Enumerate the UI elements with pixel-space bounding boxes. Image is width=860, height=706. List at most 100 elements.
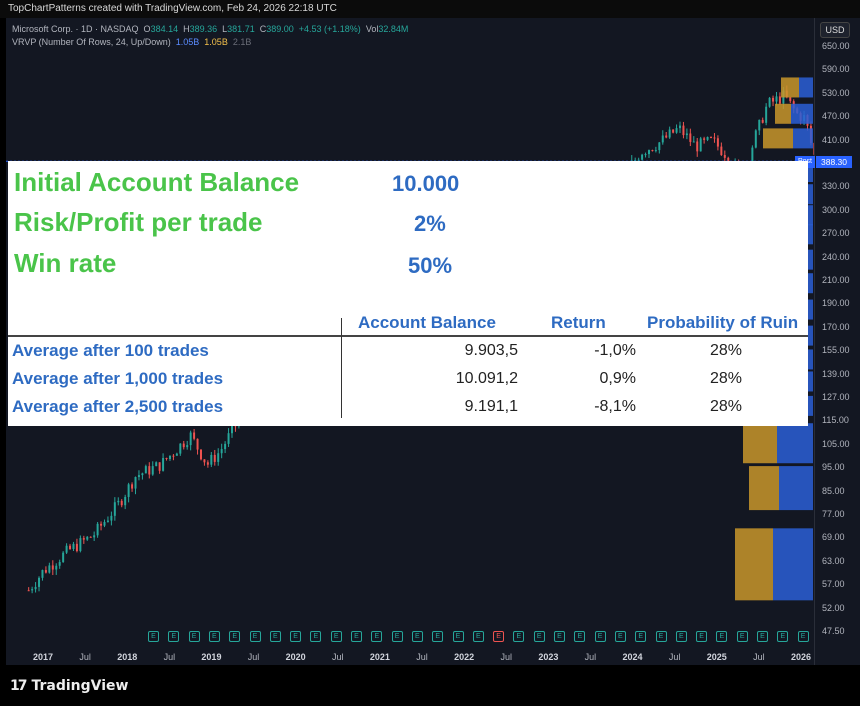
- candle-body: [710, 137, 713, 139]
- candle-body: [227, 433, 230, 444]
- earnings-marker-icon[interactable]: E: [635, 631, 647, 642]
- vrvp-name[interactable]: VRVP (Number Of Rows, 24, Up/Down): [12, 37, 171, 47]
- earnings-marker-icon[interactable]: E: [533, 631, 545, 642]
- candle-body: [231, 424, 234, 434]
- earnings-marker-icon[interactable]: E: [675, 631, 687, 642]
- candle-body: [41, 570, 44, 578]
- earnings-marker-icon[interactable]: E: [513, 631, 525, 642]
- earnings-marker-icon[interactable]: E: [574, 631, 586, 642]
- balance-1000: 10.091,2: [455, 370, 518, 387]
- time-tick: 2023: [538, 652, 559, 662]
- earnings-marker-icon[interactable]: E: [655, 631, 667, 642]
- header-probability-of-ruin: Probability of Ruin: [647, 313, 799, 332]
- candle-body: [148, 466, 151, 475]
- earnings-marker-icon[interactable]: E: [290, 631, 302, 642]
- volume-profile-down-bar: [781, 77, 799, 98]
- tradingview-logo[interactable]: 17 TradingView: [10, 678, 129, 694]
- candle-body: [647, 150, 650, 155]
- earnings-marker-icon[interactable]: E: [696, 631, 708, 642]
- volume-profile-up-bar: [793, 128, 813, 149]
- earnings-marker-icon[interactable]: E: [330, 631, 342, 642]
- candle-body: [634, 160, 637, 162]
- earnings-marker-icon[interactable]: E: [168, 631, 180, 642]
- earnings-marker-icon[interactable]: E: [736, 631, 748, 642]
- price-tick: 47.50: [822, 626, 845, 636]
- earnings-marker-icon[interactable]: E: [472, 631, 484, 642]
- earnings-marker-icon[interactable]: E: [757, 631, 768, 642]
- return-100: -1,0%: [594, 342, 636, 359]
- open-value: 384.14: [150, 24, 179, 34]
- candle-body: [120, 500, 123, 506]
- low-value: 381.71: [227, 24, 255, 34]
- vrvp-legend[interactable]: VRVP (Number Of Rows, 24, Up/Down) 1.05B…: [12, 37, 251, 47]
- earnings-marker-icon[interactable]: E: [452, 631, 464, 642]
- price-tick: 300.00: [822, 204, 850, 215]
- candle-body: [86, 536, 89, 540]
- vrvp-up-volume: 1.05B: [175, 37, 200, 47]
- candle-body: [696, 141, 699, 152]
- earnings-marker-icon[interactable]: E: [614, 631, 626, 642]
- candle-body: [727, 157, 730, 164]
- candle-body: [789, 97, 792, 102]
- candle-body: [706, 137, 709, 140]
- candle-body: [75, 543, 78, 552]
- table-divider: [8, 335, 808, 337]
- earnings-marker-icon[interactable]: E: [411, 631, 423, 642]
- price-tick: 77.00: [822, 509, 845, 519]
- price-tick: 139.00: [822, 368, 850, 379]
- earnings-marker-icon[interactable]: E: [269, 631, 281, 642]
- price-tick: 190.00: [822, 298, 850, 309]
- earnings-marker-icon[interactable]: E: [208, 631, 220, 642]
- earnings-marker-icon[interactable]: E: [371, 631, 383, 642]
- earnings-marker-icon[interactable]: E: [797, 631, 809, 642]
- earnings-marker-icon[interactable]: E: [351, 631, 362, 642]
- volume-profile-up-bar: [777, 423, 813, 464]
- earnings-marker-icon[interactable]: E: [310, 631, 322, 642]
- earnings-marker-icon[interactable]: E: [716, 631, 728, 642]
- price-tick: 410.00: [822, 134, 850, 145]
- candle-body: [689, 133, 692, 142]
- earnings-marker-icon[interactable]: E: [391, 631, 403, 642]
- candle-body: [685, 133, 688, 136]
- candle-body: [682, 125, 685, 136]
- candle-body: [134, 477, 137, 489]
- candle-body: [58, 561, 61, 566]
- ruin-2500: 28%: [709, 398, 742, 415]
- candle-body: [758, 119, 761, 131]
- time-tick: Jul: [247, 652, 260, 662]
- earnings-marker-icon[interactable]: E: [249, 631, 261, 642]
- price-tick: 127.00: [822, 392, 850, 402]
- candle-body: [124, 496, 127, 506]
- candle-body: [131, 484, 134, 489]
- candle-body: [703, 138, 706, 140]
- tradingview-mark-icon: 17: [10, 678, 28, 694]
- change-value: +4.53 (+1.18%): [298, 24, 361, 34]
- volume-profile-down-bar: [749, 466, 779, 511]
- price-tick: 155.00: [822, 345, 850, 356]
- earnings-marker-icon[interactable]: E: [777, 631, 789, 642]
- candle-body: [168, 455, 171, 460]
- candle-body: [117, 500, 120, 503]
- currency-button[interactable]: USD: [820, 22, 850, 38]
- candle-body: [678, 125, 681, 129]
- candle-body: [69, 545, 72, 550]
- table-column-divider: [341, 318, 342, 418]
- earnings-marker-icon[interactable]: E: [493, 631, 505, 642]
- risk-profit-value: 2%: [414, 211, 446, 236]
- symbol-name[interactable]: Microsoft Corp. · 1D · NASDAQ: [12, 24, 139, 34]
- earnings-marker-icon[interactable]: E: [188, 631, 200, 642]
- earnings-marker-icon[interactable]: E: [554, 631, 565, 642]
- earnings-marker-icon[interactable]: E: [148, 631, 159, 642]
- price-axis[interactable]: [814, 18, 860, 665]
- volume-value: 32.84M: [378, 24, 409, 34]
- earnings-marker-icon[interactable]: E: [594, 631, 606, 642]
- earnings-marker-icon[interactable]: E: [432, 631, 444, 642]
- symbol-legend[interactable]: Microsoft Corp. · 1D · NASDAQ O384.14 H3…: [12, 24, 409, 34]
- earnings-marker-icon[interactable]: E: [229, 631, 241, 642]
- time-tick: Jul: [668, 652, 681, 662]
- candle-body: [772, 97, 775, 102]
- candle-body: [193, 432, 196, 439]
- candle-body: [203, 459, 206, 463]
- candle-body: [196, 438, 199, 450]
- time-tick: 2022: [454, 652, 475, 662]
